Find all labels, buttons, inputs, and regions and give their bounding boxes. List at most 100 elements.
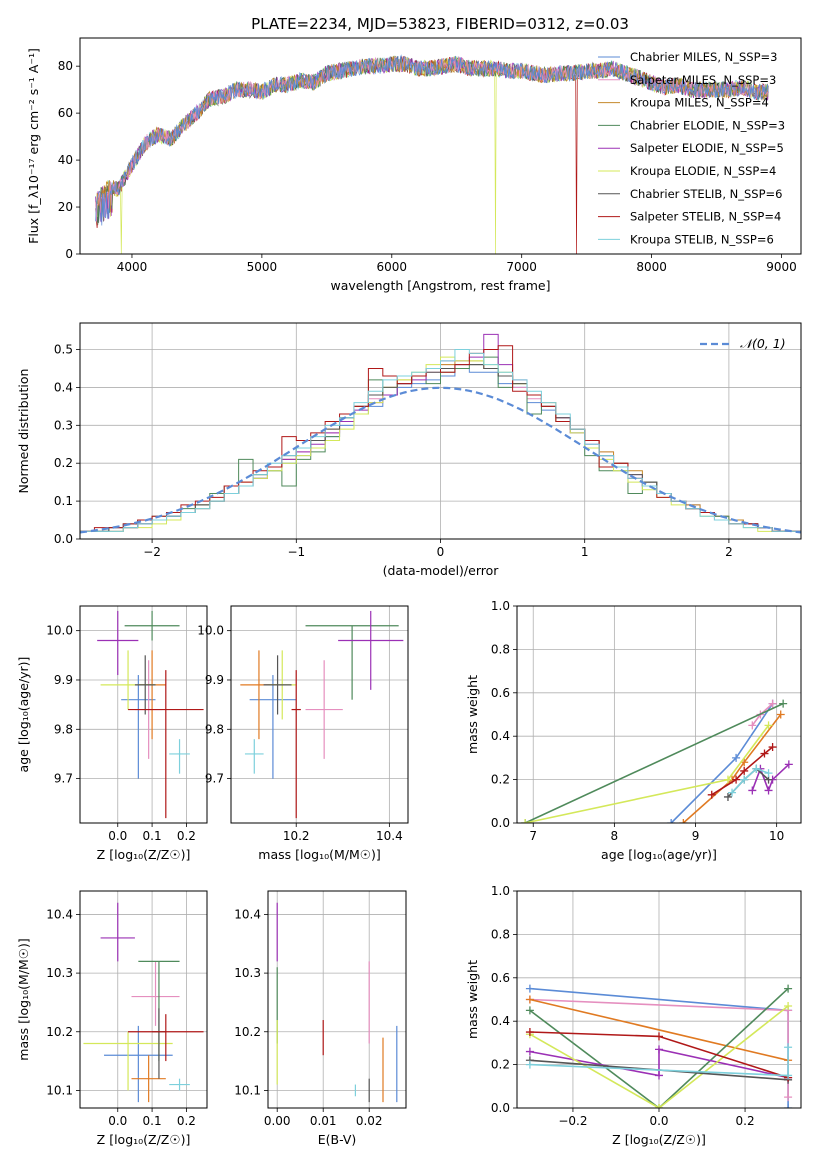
y-tick-label: 9.9: [54, 673, 73, 687]
axes-frame: [79, 605, 208, 824]
axes-frame: [267, 890, 407, 1109]
weight-marker-kroupa-elodie: [723, 775, 732, 784]
y-tick-label: 0.5: [54, 343, 73, 357]
histogram-kroupa-stelib: [80, 349, 801, 539]
x-axis-label: Z [log₁₀(Z/Z☉)]: [97, 847, 191, 862]
panel-residuals: −2 −1 0 1 2 0.0 0.1 0.2 0.3 0.4 0.5 (data-model)/er…: [16, 322, 802, 578]
y-tick-label: 0.4: [491, 1014, 510, 1028]
plot-area: [276, 902, 398, 1103]
legend-label: Salpeter STELIB, N_SSP=4: [630, 210, 781, 224]
y-tick-label: 10.2: [46, 1025, 73, 1039]
plot-area: [521, 699, 793, 823]
weight-marker-salpeter-stelib: [525, 1028, 534, 1037]
y-tick-label: 9.8: [54, 722, 73, 736]
x-tick-label: 0.0: [649, 1114, 668, 1128]
weight-marker-salpeter-stelib: [760, 749, 769, 758]
y-axis-label: mass weight: [465, 675, 480, 754]
weight-marker-kroupa-elodie: [764, 721, 773, 730]
x-tick-label: 0.0: [108, 1114, 127, 1128]
y-tick-label: 20: [58, 200, 73, 214]
legend-label: Kroupa ELODIE, N_SSP=4: [630, 164, 776, 178]
y-tick-label: 1.0: [491, 884, 510, 898]
y-tick-label: 9.7: [54, 772, 73, 786]
y-tick-label: 10.2: [234, 1025, 261, 1039]
y-tick-label: 0.0: [54, 532, 73, 546]
y-tick-label: 0.4: [54, 380, 73, 394]
y-tick-label: 9.8: [205, 722, 224, 736]
weight-marker-salpeter-stelib: [707, 790, 716, 799]
x-axis-label: E(B-V): [318, 1132, 357, 1147]
weight-marker-kroupa-miles: [776, 710, 785, 719]
panel-mass-vs-EBV: 0.00 0.01 0.02 10.1 10.2 10.3 10.4 E(B-V): [234, 890, 407, 1147]
y-tick-label: 10.4: [234, 907, 261, 921]
figure-title: PLATE=2234, MJD=53823, FIBERID=0312, z=0…: [251, 15, 629, 33]
x-tick-label: 10.4: [376, 829, 403, 843]
legend-label: Chabrier MILES, N_SSP=3: [630, 50, 777, 64]
weight-line-kroupa-miles: [682, 714, 782, 823]
weight-marker-chabrier-stelib: [723, 792, 732, 801]
weight-marker-kroupa-miles: [679, 819, 688, 823]
weight-marker-kroupa-stelib: [784, 1071, 793, 1080]
y-tick-label: 0.6: [491, 686, 510, 700]
x-tick-label: 8000: [636, 260, 667, 274]
x-axis-label: Z [log₁₀(Z/Z☉)]: [612, 1132, 706, 1147]
weight-marker-kroupa-stelib: [525, 1060, 534, 1069]
weight-marker-salpeter-miles: [748, 721, 757, 730]
y-tick-label: 9.7: [205, 772, 224, 786]
x-tick-label: 0.00: [264, 1114, 291, 1128]
weight-line-kroupa-elodie: [529, 1005, 789, 1108]
y-tick-label: 0.1: [54, 494, 73, 508]
x-tick-label: 9000: [766, 260, 797, 274]
weight-marker-salpeter-elodie: [655, 1045, 663, 1054]
y-tick-label: 60: [58, 106, 73, 120]
axes-frame: [516, 890, 802, 1109]
legend-label: 𝒩(0, 1): [740, 336, 786, 351]
weight-marker-salpeter-elodie: [748, 786, 757, 795]
panel-spectrum: 4000 5000 6000 7000 8000 9000 0 20 40 60 80 wavelen…: [26, 37, 802, 293]
weight-marker-salpeter-miles: [784, 1093, 793, 1102]
axes-frame: [516, 605, 802, 824]
y-axis-label: Normed distribution: [16, 369, 31, 494]
weight-marker-kroupa-stelib: [752, 764, 761, 773]
weight-marker-kroupa-elodie: [655, 1104, 663, 1108]
x-axis-label: (data-model)/error: [383, 563, 500, 578]
weight-marker-kroupa-stelib: [764, 769, 773, 778]
x-tick-label: 10: [769, 829, 784, 843]
x-tick-label: −1: [287, 545, 305, 559]
legend-label: Kroupa STELIB, N_SSP=6: [630, 232, 774, 246]
y-tick-label: 0.0: [491, 816, 510, 830]
y-tick-label: 1.0: [491, 599, 510, 613]
x-tick-label: 0.2: [177, 1114, 196, 1128]
weight-line-kroupa-miles: [529, 998, 789, 1062]
weight-marker-kroupa-miles: [525, 995, 534, 1004]
panel-age-vs-mass: 10.2 10.4 9.7 9.8 9.9 10.0 mass [log₁₀(M/M☉)]: [197, 605, 409, 862]
legend-label: Salpeter MILES, N_SSP=3: [630, 73, 776, 87]
x-tick-label: 2: [725, 545, 733, 559]
y-tick-label: 0.6: [491, 971, 510, 985]
y-tick-label: 0.2: [54, 456, 73, 470]
axes-frame: [79, 890, 208, 1109]
weight-marker-salpeter-stelib: [732, 775, 741, 784]
weight-marker-salpeter-elodie: [655, 1071, 663, 1080]
y-tick-label: 0.2: [491, 1058, 510, 1072]
y-tick-label: 10.0: [197, 624, 224, 638]
axes-frame: [79, 37, 802, 255]
weight-marker-chabrier-miles: [732, 753, 741, 762]
x-tick-label: 9: [692, 829, 700, 843]
y-tick-label: 0.0: [491, 1101, 510, 1115]
weight-marker-kroupa-stelib: [740, 775, 749, 784]
x-tick-label: 0.2: [736, 1114, 755, 1128]
weight-line-chabrier-elodie: [524, 702, 784, 823]
spectrum-line-salpeter-miles: [95, 55, 769, 222]
weight-marker-chabrier-miles: [525, 984, 534, 993]
y-tick-label: 80: [58, 59, 73, 73]
y-axis-label: Flux [f_λ10⁻¹⁷ erg cm⁻² s⁻¹ A⁻¹]: [26, 48, 41, 244]
weight-marker-salpeter-elodie: [525, 1047, 534, 1056]
x-tick-label: 0.02: [356, 1114, 383, 1128]
x-tick-label: 5000: [247, 260, 278, 274]
weight-marker-kroupa-elodie: [521, 819, 530, 823]
y-tick-label: 0.2: [491, 773, 510, 787]
x-tick-label: 0.1: [143, 829, 162, 843]
y-tick-label: 10.1: [234, 1083, 261, 1097]
